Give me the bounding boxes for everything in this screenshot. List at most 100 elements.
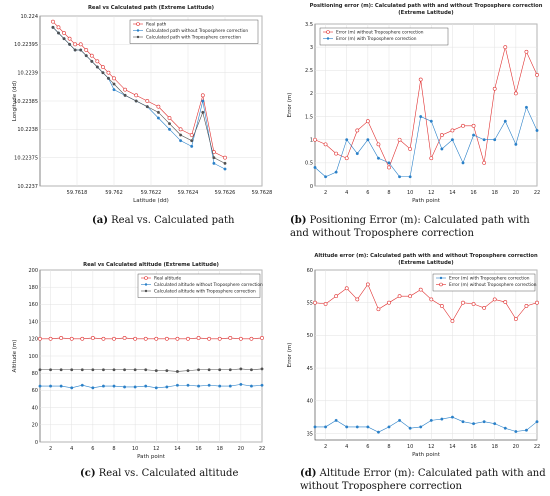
x-tick-label: 10: [407, 444, 413, 450]
data-point: [223, 155, 227, 160]
data-point: [212, 156, 216, 160]
legend-box: [137, 273, 261, 298]
legend-entry: Error (m) without Troposphere correction: [449, 282, 537, 288]
data-point: [154, 336, 159, 341]
data-point: [101, 368, 105, 372]
data-point: [249, 384, 253, 388]
data-point: [535, 420, 539, 424]
data-point: [387, 425, 391, 429]
data-point: [365, 282, 370, 287]
data-point: [123, 93, 127, 97]
y-tick-label: 10.224: [21, 14, 39, 20]
data-point: [90, 59, 94, 63]
data-point: [112, 82, 116, 86]
data-point: [260, 383, 264, 387]
data-point: [80, 368, 84, 372]
data-point: [56, 25, 61, 30]
x-tick-label: 18: [492, 444, 498, 450]
x-axis-label: Path point: [412, 452, 441, 458]
data-point: [397, 294, 402, 299]
x-tick-label: 18: [217, 446, 223, 452]
data-point: [419, 425, 423, 429]
chart-real-vs-calculated-path: 59.7618 59.762 59.7622 59.7624 59.7626 59.762…: [12, 5, 272, 204]
x-tick-label: 8: [387, 190, 390, 196]
x-tick-label: 6: [91, 446, 94, 452]
legend-entry: Error (m) without Troposphere correction: [336, 30, 424, 36]
y-tick-label: 10.22385: [14, 99, 38, 105]
legend-box: [129, 19, 259, 44]
data-point: [51, 25, 55, 29]
data-point: [503, 45, 508, 50]
data-point: [38, 384, 42, 388]
y-axis-label: Altitude (m): [12, 340, 18, 373]
legend-swatch-marker: [144, 276, 148, 280]
data-point: [70, 368, 74, 372]
data-point: [90, 336, 95, 340]
data-point: [112, 88, 116, 92]
caption-d: (d) Altitude Error (m): Calculated path …: [300, 467, 546, 493]
legend-entry: Real altitude: [154, 276, 181, 282]
data-point: [492, 297, 497, 302]
data-point: [164, 336, 169, 341]
data-point: [260, 367, 264, 371]
x-tick-label: 2: [49, 446, 52, 452]
caption-b-tag: (b): [290, 215, 307, 226]
data-point: [313, 300, 317, 305]
data-point: [366, 138, 370, 142]
data-point: [228, 368, 232, 372]
x-tick-label: 16: [470, 190, 476, 196]
data-point: [186, 336, 190, 341]
y-axis-label: Longitude (dd): [12, 81, 18, 121]
data-point: [345, 138, 349, 142]
legend-entry: Calculated altitude without Troposphere …: [154, 282, 263, 288]
chart-subtitle: (Extreme Latitude): [398, 260, 453, 266]
data-point: [101, 384, 105, 388]
data-point: [524, 49, 529, 54]
x-tick-label: 2: [324, 190, 327, 196]
data-point: [471, 123, 476, 128]
data-point: [334, 170, 338, 174]
data-point: [493, 422, 497, 426]
data-point: [450, 128, 455, 133]
data-point: [324, 175, 328, 179]
x-tick-label: 4: [345, 444, 348, 450]
y-tick-label: 100: [28, 354, 38, 360]
y-tick-label: 50: [307, 333, 313, 339]
data-point: [535, 129, 539, 132]
legend-entry: Error (m) with Troposphere correction: [336, 36, 417, 42]
data-point: [79, 48, 83, 52]
y-tick-label: 3.5: [305, 22, 313, 28]
x-tick-label: 12: [153, 446, 159, 452]
data-point: [59, 336, 64, 340]
data-point: [156, 104, 161, 109]
data-point: [397, 137, 402, 142]
x-tick-label: 18: [492, 190, 498, 196]
y-tick-label: 140: [28, 319, 38, 325]
data-point: [80, 336, 85, 341]
data-point: [78, 42, 83, 47]
data-point: [429, 156, 434, 161]
x-tick-label: 6: [366, 190, 369, 196]
data-point: [323, 302, 328, 306]
x-tick-label: 22: [534, 444, 540, 450]
y-tick-label: 160: [28, 302, 38, 308]
data-point: [123, 368, 127, 372]
caption-a-text: Real vs. Calculated path: [111, 215, 235, 226]
data-point: [207, 383, 211, 387]
data-point: [376, 307, 381, 312]
data-point: [57, 31, 60, 35]
chart-title: Real vs Calculated path (Extreme Latitud…: [88, 5, 214, 11]
y-tick-label: 40: [307, 399, 313, 405]
x-tick-label: 59.762: [105, 190, 123, 196]
data-point: [218, 368, 222, 372]
data-point: [313, 137, 317, 142]
data-point: [440, 147, 444, 151]
data-point: [178, 127, 183, 132]
data-point: [207, 368, 211, 372]
data-point: [69, 336, 74, 341]
data-point: [461, 420, 465, 424]
data-point: [123, 385, 127, 389]
data-point: [387, 165, 391, 170]
data-point: [461, 300, 465, 305]
data-point: [513, 317, 518, 321]
